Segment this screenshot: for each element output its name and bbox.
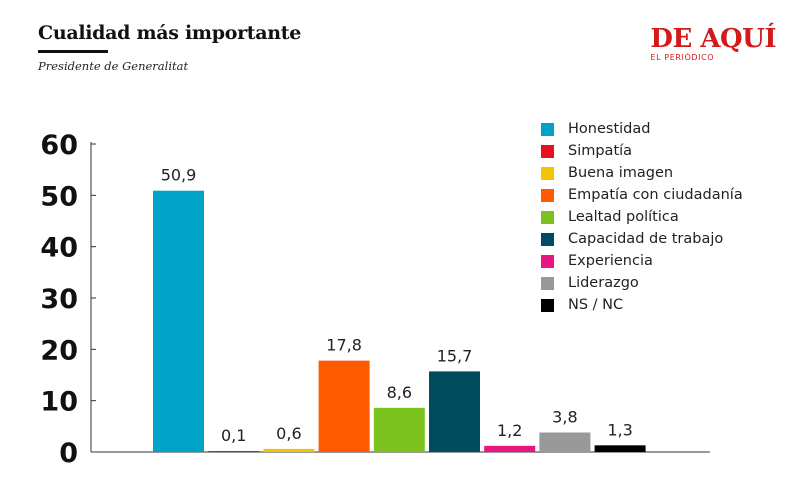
y-tick-label: 30 xyxy=(40,284,78,315)
bar-4 xyxy=(318,360,370,452)
bar-1 xyxy=(153,190,204,453)
bar-9 xyxy=(594,445,646,452)
legend-item: NS / NC xyxy=(541,294,743,316)
legend-item: Honestidad xyxy=(541,118,743,140)
bar-value-label: 0,1 xyxy=(221,426,246,445)
legend-swatch xyxy=(541,122,554,136)
legend-item: Capacidad de trabajo xyxy=(541,228,743,250)
y-tick-label: 60 xyxy=(40,130,78,161)
legend-swatch xyxy=(541,210,554,224)
bar-2 xyxy=(208,451,260,452)
legend-swatch xyxy=(541,254,554,268)
brand-logo: DE AQUÍ EL PERIÓDICO xyxy=(650,26,776,62)
legend-label: Honestidad xyxy=(568,121,651,137)
legend-swatch xyxy=(541,276,554,290)
legend-label: Capacidad de trabajo xyxy=(568,231,724,247)
bar-8 xyxy=(539,432,591,452)
chart-subtitle: Presidente de Generalitat xyxy=(38,59,189,73)
legend-label: Simpatía xyxy=(568,143,633,159)
legend-label: Lealtad política xyxy=(568,209,679,225)
y-tick-label: 50 xyxy=(40,181,78,212)
chart-title: Cualidad más importante xyxy=(38,22,302,44)
y-tick-label: 10 xyxy=(40,387,78,418)
legend-swatch xyxy=(541,298,554,312)
legend-label: Liderazgo xyxy=(568,275,639,291)
legend-swatch xyxy=(541,166,554,180)
bar-value-label: 15,7 xyxy=(437,346,473,365)
bar-7 xyxy=(484,445,536,452)
legend-label: NS / NC xyxy=(568,297,624,313)
bar-value-label: 3,8 xyxy=(552,407,577,426)
bar-value-label: 50,9 xyxy=(161,166,197,185)
legend-label: Buena imagen xyxy=(568,165,674,181)
bar-value-label: 8,6 xyxy=(387,383,412,402)
logo-wordmark: DE AQUÍ xyxy=(650,24,776,54)
legend-item: Buena imagen xyxy=(541,162,743,184)
bar-value-label: 1,2 xyxy=(497,421,522,440)
legend-item: Lealtad política xyxy=(541,206,743,228)
y-tick-label: 20 xyxy=(40,335,78,366)
legend-swatch xyxy=(541,144,554,158)
legend-label: Experiencia xyxy=(568,253,653,269)
logo-tagline: EL PERIÓDICO xyxy=(650,53,715,62)
legend-item: Empatía con ciudadanía xyxy=(541,184,743,206)
y-tick-label: 0 xyxy=(59,438,78,469)
legend-item: Experiencia xyxy=(541,250,743,272)
bar-value-label: 1,3 xyxy=(607,420,632,439)
legend-item: Simpatía xyxy=(541,140,743,162)
bar-5 xyxy=(373,407,425,452)
bar-value-label: 17,8 xyxy=(326,336,362,355)
bar-3 xyxy=(263,448,315,452)
title-underline xyxy=(38,50,108,53)
legend-swatch xyxy=(541,232,554,246)
legend-label: Empatía con ciudadanía xyxy=(568,187,743,203)
bar-value-label: 0,6 xyxy=(276,424,301,443)
legend-swatch xyxy=(541,188,554,202)
bar-6 xyxy=(429,371,480,452)
y-tick-label: 40 xyxy=(40,233,78,264)
legend-item: Liderazgo xyxy=(541,272,743,294)
chart-legend: Honestidad Simpatía Buena imagen Empatía co… xyxy=(541,118,743,316)
